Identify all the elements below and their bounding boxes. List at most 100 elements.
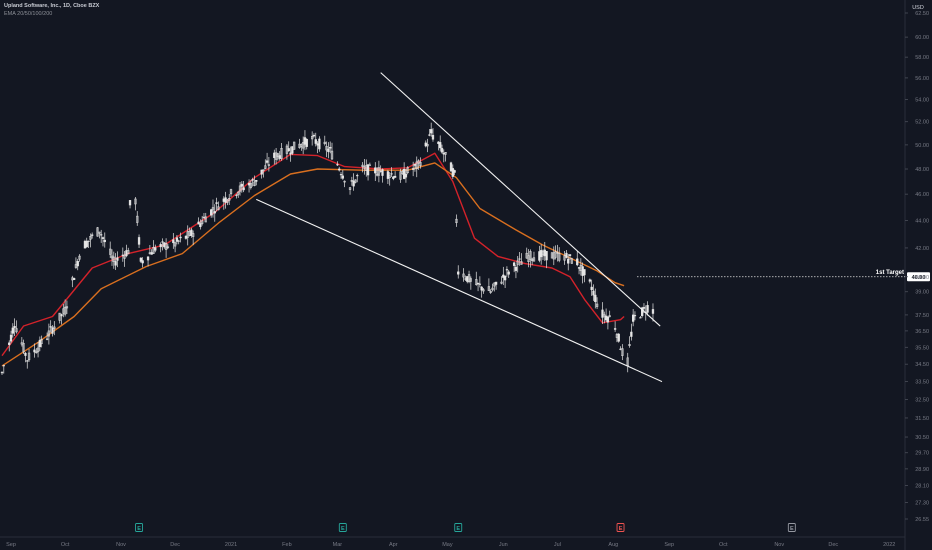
candle-body [237,191,240,195]
price-tick-label: 27.30 [915,501,929,507]
candle-body [85,240,88,248]
candle-body [98,231,101,234]
candle-body [404,173,408,178]
candle-body [89,236,92,240]
candle-body [642,307,646,309]
candle-body [538,251,541,261]
candle-body [390,173,393,175]
time-tick-label: Oct [719,542,728,548]
candle-body [606,316,610,323]
candle-body [336,164,339,166]
earnings-marker[interactable] [787,523,796,532]
time-tick-label: Dec [170,542,180,548]
candle-body [512,262,516,266]
support-trendline[interactable] [256,198,663,383]
candle-body [35,351,38,354]
resistance-trendline[interactable] [380,72,661,327]
candle-body [386,171,390,179]
candle-body [392,176,395,179]
candle-body [514,266,518,271]
candle-body [303,137,307,145]
candle-body [137,237,141,245]
candle-body [253,181,256,186]
time-tick-label: Nov [774,542,784,548]
candle-body [179,236,182,239]
candle-body [475,279,478,285]
candle-body [621,348,624,356]
candle-body [388,175,391,179]
candle-body [595,303,599,307]
price-tick-label: 31.50 [915,416,929,422]
candle-body [229,189,233,195]
price-tick-label: 40.00 [915,275,929,281]
candle-body [411,168,415,170]
candle-body [224,197,227,203]
candle-body [352,180,355,187]
candle-body [276,153,280,157]
candle-body [480,286,483,291]
candle-body [338,168,341,171]
indicator-title[interactable]: EMA 20/50/100/200 [4,10,53,17]
price-tick-label: 42.00 [915,246,929,252]
candle-body [287,148,290,152]
candle-body [154,247,157,251]
candle-body [428,134,431,136]
candle-body [247,182,251,186]
candle-body [381,169,384,176]
candle-body [540,250,543,258]
time-tick-label: Sep [664,542,674,548]
candle-body [101,237,105,239]
candle-body [455,218,458,223]
candle-body [518,258,521,260]
candle-body [603,314,606,317]
candle-body [491,287,494,291]
candle-body [27,352,31,361]
earnings-marker-label: E [456,526,460,532]
candle-body [91,234,94,236]
candle-body [592,290,595,296]
symbol-title[interactable]: Upland Software, Inc., 1D, Cboe BZX [4,3,100,9]
candle-body [134,198,137,205]
candle-body [9,334,13,342]
earnings-marker[interactable] [338,523,347,532]
candle-body [173,242,177,247]
candle-body [325,146,328,151]
candle-body [503,275,507,281]
candle-body [516,260,519,265]
candle-body [628,344,631,346]
earnings-marker[interactable] [454,523,463,532]
time-tick-label: May [442,542,453,548]
candle-body [343,180,346,183]
candle-body [487,286,491,291]
candle-body [413,164,417,166]
candle-body [159,244,162,248]
candle-body [211,207,215,211]
earnings-marker[interactable] [616,523,625,532]
candle-body [451,168,454,177]
candle-body [22,343,25,353]
earnings-marker[interactable] [135,523,143,532]
candle-body [453,170,456,173]
candle-body [242,187,245,191]
price-tick-label: 37.50 [915,313,929,319]
candle-body [457,271,460,275]
candle-body [112,256,115,262]
candle-body [191,233,195,237]
price-tick-label: 29.70 [915,451,929,457]
price-tick-label: 54.00 [915,97,929,103]
candle-body [222,198,225,202]
candle-body [127,250,130,255]
candle-body [128,200,132,206]
time-tick-label: Feb [282,542,291,548]
candle-body [141,260,144,264]
candle-body [204,216,207,223]
candle-body [15,328,18,333]
candle-body [123,254,126,259]
candle-body [311,136,314,140]
price-tick-label: 60.00 [915,35,929,41]
candle-body [608,315,611,318]
currency-label[interactable]: USD [912,5,924,11]
price-tick-label: 34.50 [915,362,929,368]
